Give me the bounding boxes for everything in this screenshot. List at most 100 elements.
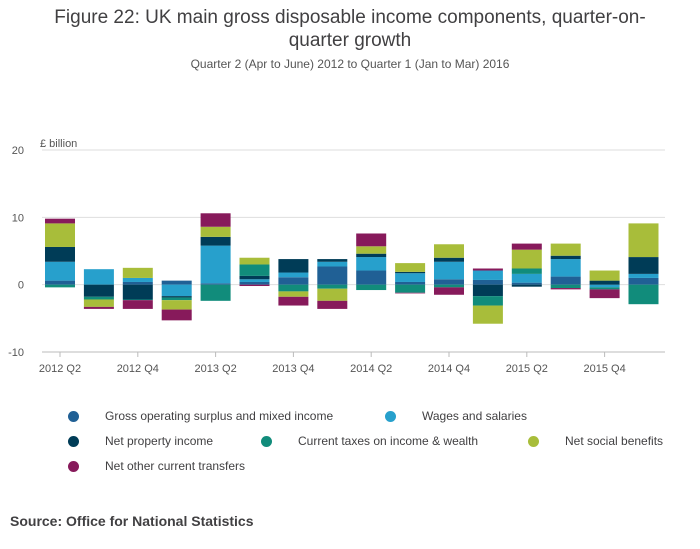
legend-item-wages[interactable]: Wages and salaries bbox=[385, 409, 527, 423]
bar-segment-taxes bbox=[628, 284, 659, 305]
bar-segment-gross_operating bbox=[511, 282, 542, 285]
bar-segment-gross_operating bbox=[122, 281, 153, 285]
bar-segment-social bbox=[589, 270, 620, 281]
bar-segment-gross_operating bbox=[434, 279, 464, 285]
x-tick-label: 2015 Q2 bbox=[506, 363, 548, 375]
bar-segment-taxes bbox=[550, 284, 581, 289]
legend-item-taxes[interactable]: Current taxes on income & wealth bbox=[261, 434, 478, 448]
bar-segment-gross_operating bbox=[161, 280, 192, 285]
bar-segment-other bbox=[472, 268, 503, 271]
bar-segment-other bbox=[239, 284, 270, 287]
bar-segment-property bbox=[83, 284, 114, 297]
bar-segment-taxes bbox=[83, 296, 114, 300]
bar-segment-wages bbox=[356, 257, 387, 271]
bar-segment-wages bbox=[550, 259, 581, 277]
bar-segment-gross_operating bbox=[395, 281, 426, 285]
legend-swatch-wages bbox=[385, 410, 396, 422]
bar-segment-other bbox=[278, 296, 309, 306]
bar-segment-gross_operating bbox=[278, 277, 309, 285]
bar-segment-social bbox=[45, 223, 75, 247]
legend-swatch-gross-operating bbox=[68, 410, 79, 422]
bar-segment-wages bbox=[278, 272, 309, 278]
bar-segment-property bbox=[122, 284, 153, 300]
y-tick-label: -10 bbox=[8, 347, 24, 359]
bar-segment-social bbox=[278, 291, 309, 297]
bar-segment-gross_operating bbox=[317, 266, 348, 285]
legend-label-other: Net other current transfers bbox=[105, 459, 246, 473]
bar-segment-wages bbox=[122, 277, 153, 282]
legend-item-other[interactable]: Net other current transfers bbox=[68, 459, 245, 473]
bar-segment-wages bbox=[395, 273, 426, 282]
chart-subtitle: Quarter 2 (Apr to June) 2012 to Quarter … bbox=[190, 57, 510, 71]
bar-segment-gross_operating bbox=[45, 280, 75, 285]
legend-label-taxes: Current taxes on income & wealth bbox=[298, 434, 479, 448]
y-tick-label: 0 bbox=[18, 280, 24, 292]
bar-segment-gross_operating bbox=[628, 277, 659, 285]
bar-segment-social bbox=[122, 267, 153, 278]
bar-segment-taxes bbox=[122, 299, 153, 301]
bar-segment-wages bbox=[434, 261, 464, 280]
legend-item-property[interactable]: Net property income bbox=[68, 434, 213, 448]
bar-segment-other bbox=[395, 292, 426, 294]
bar-segment-taxes bbox=[356, 284, 387, 291]
bar-segment-property bbox=[550, 255, 581, 260]
legend-item-gross-operating[interactable]: Gross operating surplus and mixed income bbox=[68, 409, 333, 423]
bar-segment-taxes bbox=[472, 296, 503, 306]
chart-title: Figure 22: UK main gross disposable inco… bbox=[0, 6, 700, 52]
bar-segment-taxes bbox=[395, 284, 426, 293]
bar-segment-other bbox=[200, 213, 231, 227]
bar-segment-property bbox=[239, 275, 270, 280]
bar-segment-property bbox=[200, 236, 231, 246]
bar-segment-social bbox=[628, 223, 659, 258]
legend-label-social: Net social benefits bbox=[565, 434, 664, 448]
bar-segment-social bbox=[83, 299, 114, 307]
bar-segment-taxes bbox=[589, 287, 620, 290]
bar-segment-wages bbox=[239, 279, 270, 282]
bar-segment-social bbox=[200, 226, 231, 237]
bar-segment-social bbox=[434, 244, 464, 258]
legend-label-wages: Wages and salaries bbox=[422, 409, 527, 423]
bar-segment-social bbox=[511, 249, 542, 269]
bar-segment-taxes bbox=[278, 284, 309, 292]
y-axis-label: £ billion bbox=[40, 138, 77, 150]
bar-segment-other bbox=[45, 218, 75, 224]
bar-segment-other bbox=[589, 289, 620, 299]
bar-segment-social bbox=[317, 288, 348, 301]
bar-segment-property bbox=[434, 257, 464, 262]
bar-segment-social bbox=[161, 300, 192, 310]
x-tick-label: 2014 Q2 bbox=[350, 363, 392, 375]
bar-segment-property bbox=[356, 253, 387, 258]
bar-segment-other bbox=[83, 306, 114, 309]
bar-segment-social bbox=[356, 246, 387, 254]
legend-label-property: Net property income bbox=[105, 434, 214, 448]
bar-segment-wages bbox=[45, 261, 75, 281]
bar-segment-gross_operating bbox=[200, 283, 231, 285]
bar-segment-property bbox=[589, 280, 620, 285]
bar-segment-other bbox=[550, 288, 581, 290]
bar-segment-wages bbox=[200, 245, 231, 284]
bar-segment-social bbox=[550, 243, 581, 256]
source-note: Source: Office for National Statistics bbox=[10, 513, 254, 529]
bar-segment-gross_operating bbox=[472, 279, 503, 285]
bar-segment-taxes bbox=[511, 268, 542, 274]
bar-segment-other bbox=[122, 300, 153, 309]
bar-segment-other bbox=[317, 300, 348, 309]
bar-segment-property bbox=[472, 284, 503, 297]
bar-segment-other bbox=[161, 309, 192, 321]
x-tick-label: 2012 Q4 bbox=[117, 363, 159, 375]
bar-segment-wages bbox=[472, 270, 503, 280]
bar-segment-taxes bbox=[317, 284, 348, 289]
bar-segment-taxes bbox=[434, 284, 464, 288]
bar-segment-wages bbox=[589, 284, 620, 288]
bar-segment-social bbox=[395, 263, 426, 272]
legend-swatch-other bbox=[68, 460, 79, 472]
bar-segment-taxes bbox=[239, 264, 270, 276]
bar-segment-other bbox=[356, 233, 387, 247]
bar-segment-wages bbox=[83, 269, 114, 285]
legend-item-social[interactable]: Net social benefits bbox=[528, 434, 663, 448]
bar-segment-property bbox=[45, 246, 75, 262]
bar-segment-other bbox=[434, 287, 464, 295]
x-tick-label: 2012 Q2 bbox=[39, 363, 81, 375]
bar-segment-property bbox=[511, 284, 542, 287]
